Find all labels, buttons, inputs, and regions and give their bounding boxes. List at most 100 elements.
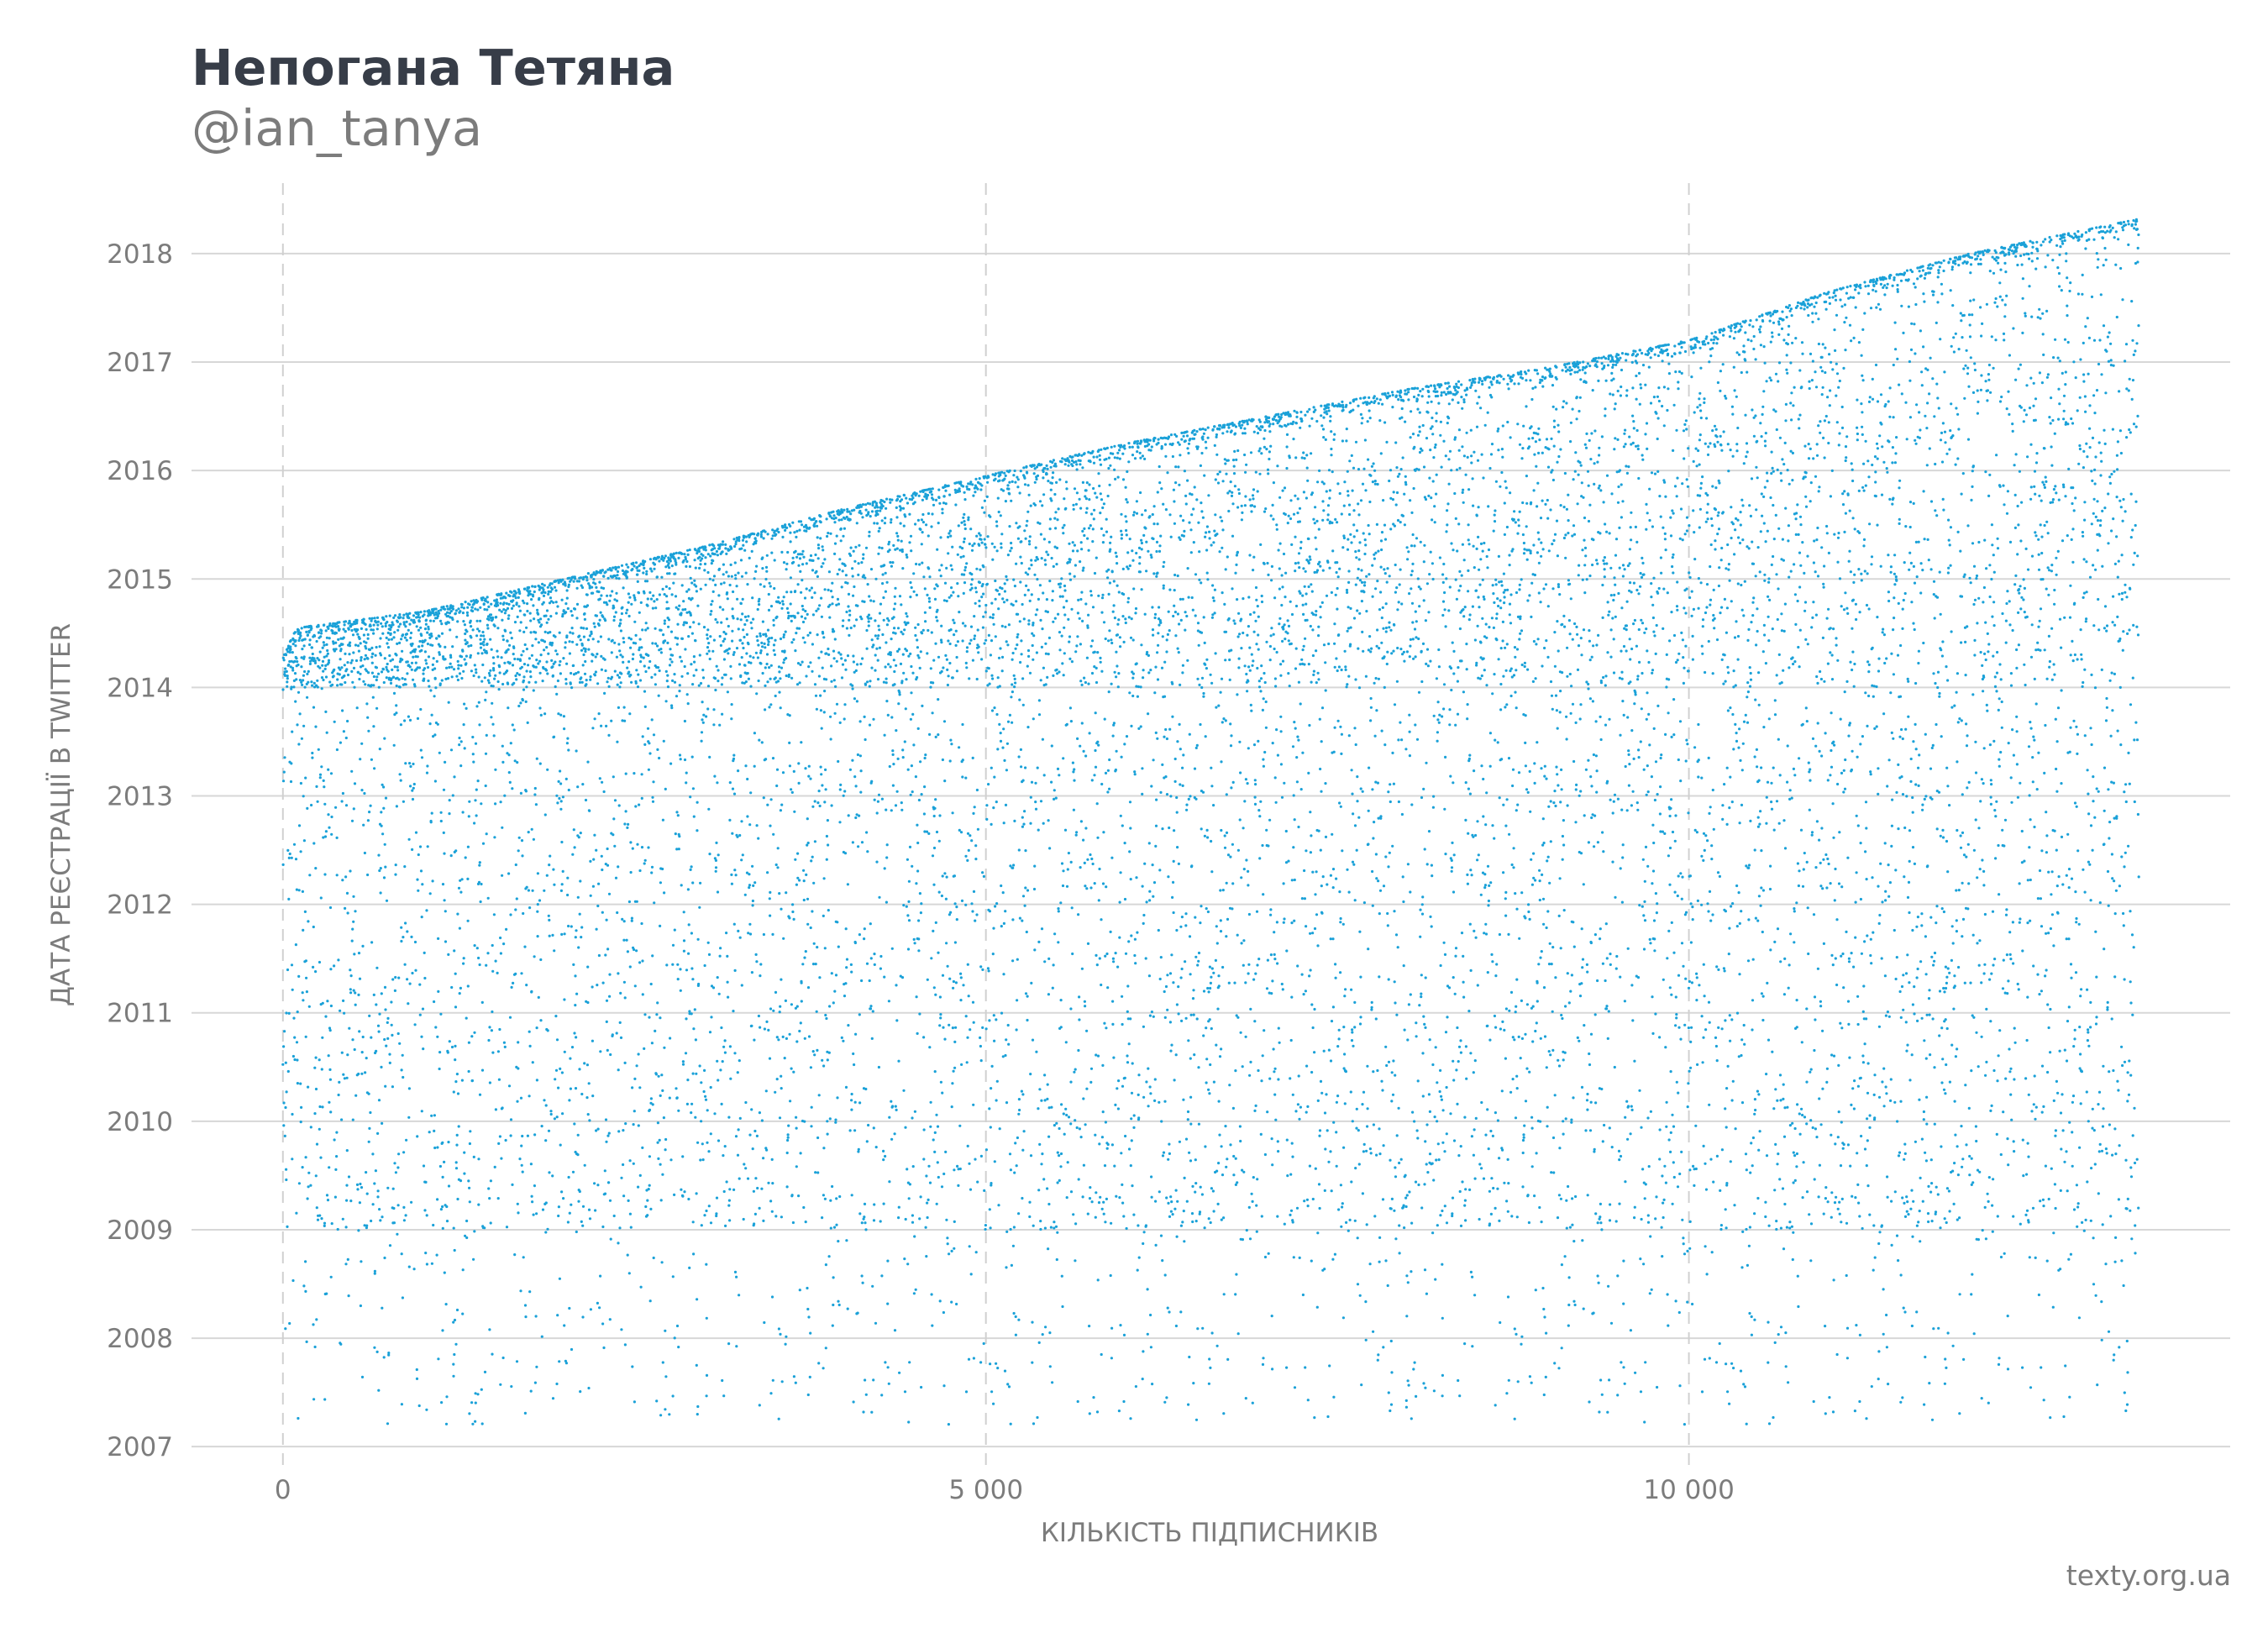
data-point [606, 594, 609, 597]
data-point [379, 867, 382, 870]
data-point [939, 638, 943, 642]
data-point [659, 1094, 662, 1097]
data-point [490, 716, 493, 719]
data-point [883, 733, 886, 737]
data-point [622, 660, 625, 664]
data-point [301, 890, 304, 893]
data-point [314, 970, 318, 974]
data-point [849, 626, 853, 630]
data-point [827, 512, 831, 515]
data-point [628, 1212, 633, 1215]
data-point [979, 965, 983, 969]
data-point [785, 1335, 788, 1338]
data-point [762, 1219, 765, 1222]
data-point [848, 618, 851, 622]
data-point [835, 1197, 838, 1200]
data-point [438, 651, 441, 654]
data-point [841, 511, 844, 514]
data-point [962, 516, 965, 519]
data-point [815, 1010, 818, 1013]
data-point [859, 790, 863, 794]
data-point [743, 549, 747, 552]
data-point [360, 659, 363, 662]
data-point [324, 664, 328, 668]
data-point [553, 949, 556, 953]
data-point [297, 824, 302, 827]
data-point [727, 624, 730, 628]
data-point [838, 721, 842, 725]
data-point [937, 1175, 940, 1179]
data-point [903, 1390, 907, 1394]
data-point [741, 681, 744, 685]
data-point [308, 874, 312, 877]
data-point [945, 658, 948, 661]
data-point [757, 532, 760, 535]
data-point [927, 600, 932, 603]
data-point [587, 1082, 591, 1085]
data-point [483, 638, 486, 641]
data-point [338, 627, 341, 631]
data-point [669, 555, 673, 559]
data-point [598, 777, 601, 780]
data-point [678, 684, 681, 687]
data-point [937, 496, 941, 500]
data-point [885, 681, 888, 685]
data-point [931, 512, 934, 516]
data-point [364, 1071, 367, 1074]
data-point [684, 607, 687, 612]
data-point [500, 592, 503, 596]
data-point [312, 965, 315, 969]
data-point [811, 669, 814, 673]
data-point [361, 1035, 365, 1039]
data-point [513, 621, 517, 624]
data-point [459, 610, 462, 613]
data-point [394, 873, 397, 876]
data-point [795, 683, 800, 686]
data-point [738, 536, 741, 539]
data-point [388, 654, 391, 658]
data-point [767, 640, 770, 643]
data-point [919, 1195, 922, 1199]
data-point [650, 871, 654, 874]
data-point [487, 671, 491, 675]
data-point [696, 552, 699, 555]
data-point [630, 602, 633, 606]
data-point [748, 823, 752, 827]
data-point [580, 1092, 584, 1096]
data-point [966, 963, 969, 966]
data-point [807, 764, 811, 768]
data-point [958, 545, 962, 549]
data-point [789, 576, 793, 580]
data-point [381, 668, 386, 671]
data-point [315, 1206, 318, 1210]
data-point [758, 1404, 761, 1407]
data-point [976, 827, 979, 831]
data-point [709, 612, 712, 617]
data-point [466, 877, 470, 880]
data-point [344, 875, 348, 879]
data-point [799, 570, 802, 574]
data-point [792, 917, 795, 921]
data-point [911, 496, 915, 500]
data-point [370, 619, 373, 622]
data-point [664, 1148, 667, 1152]
data-point [476, 652, 480, 655]
data-point [286, 848, 290, 853]
data-point [493, 624, 496, 627]
data-point [648, 558, 653, 561]
data-point [757, 679, 760, 683]
data-point [684, 1052, 688, 1055]
data-point [648, 1108, 652, 1111]
data-point [400, 939, 403, 943]
data-point [580, 584, 583, 587]
data-point [591, 591, 595, 595]
data-point [369, 804, 372, 807]
data-point [454, 612, 458, 615]
data-point [729, 1077, 732, 1080]
data-point [936, 548, 939, 551]
data-point [690, 1102, 694, 1105]
data-point [515, 1360, 519, 1363]
data-point [658, 593, 662, 596]
data-point [856, 1311, 859, 1315]
data-point [793, 531, 796, 534]
